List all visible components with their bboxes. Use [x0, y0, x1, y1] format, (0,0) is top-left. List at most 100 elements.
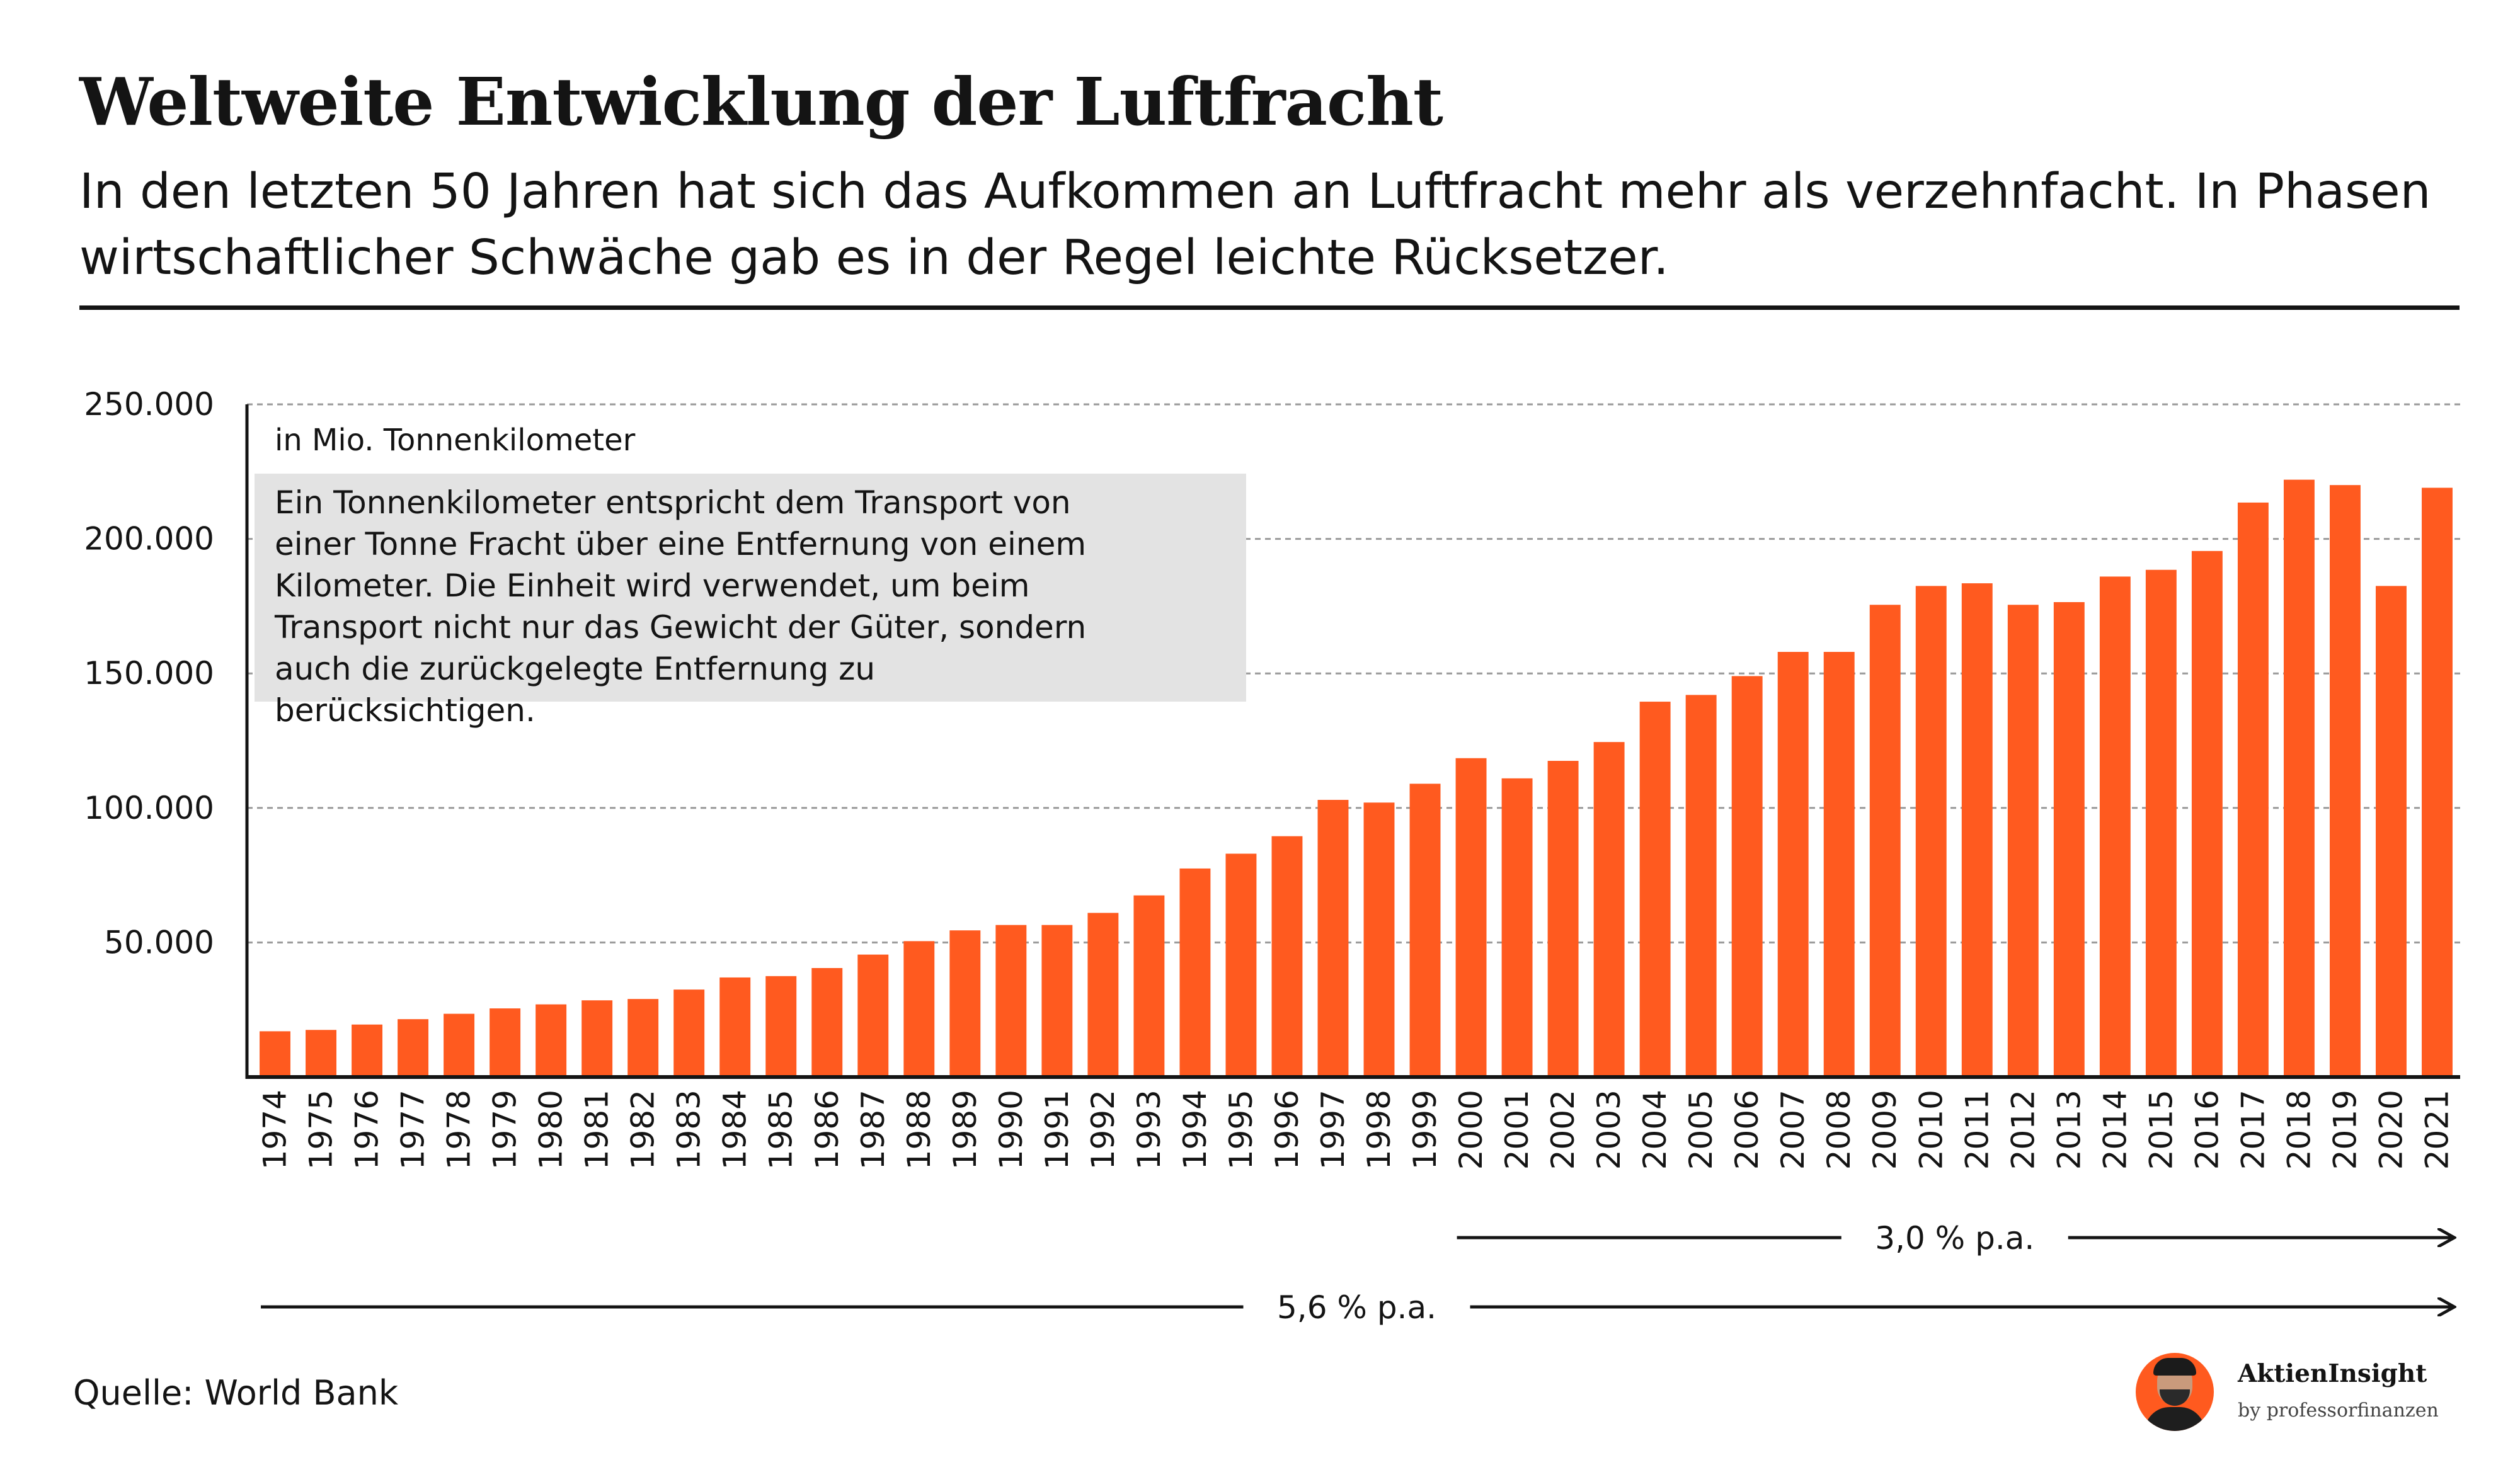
x-tick-label: 2014 [2097, 1090, 2133, 1170]
x-tick-label: 1990 [993, 1090, 1029, 1170]
x-tick-label: 2013 [2051, 1090, 2087, 1170]
x-tick-label: 2020 [2373, 1090, 2409, 1170]
bar [719, 977, 751, 1077]
x-tick-label: 2019 [2327, 1090, 2363, 1170]
bar [1639, 702, 1671, 1077]
x-tick-label: 2018 [2281, 1090, 2317, 1170]
bars [260, 479, 2453, 1077]
bar [1685, 695, 1717, 1077]
bar [2329, 485, 2361, 1077]
x-tick-label: 2005 [1683, 1090, 1719, 1170]
x-tick-label: 1991 [1039, 1090, 1075, 1170]
bar [2053, 601, 2085, 1077]
x-axis-ticks: 1974 1975 1976 1977 1978 1979 1980 1981 1982 1983… [257, 1090, 2456, 1170]
x-tick-label: 1995 [1223, 1090, 1259, 1170]
x-tick-label: 1976 [349, 1090, 386, 1170]
source-label: Quelle: World Bank [73, 1373, 399, 1413]
bar [1133, 895, 1165, 1077]
bar [1225, 853, 1257, 1077]
bar [2237, 502, 2269, 1077]
brand-logo: AktienInsight by professorfinanzen [2136, 1348, 2495, 1436]
bar [1455, 758, 1487, 1077]
bar [995, 925, 1027, 1077]
y-tick-label: 50.000 [104, 924, 214, 960]
bar [1731, 676, 1763, 1077]
y-tick-label: 150.000 [84, 655, 214, 692]
bar [1041, 925, 1073, 1077]
growth-annotations: 3,0 % p.a. 5,6 % p.a. [261, 1220, 2453, 1326]
bar [1317, 799, 1349, 1077]
x-tick-label: 2010 [1913, 1090, 1949, 1170]
x-tick-label: 2016 [2189, 1090, 2225, 1170]
x-tick-label: 1982 [625, 1090, 662, 1170]
x-tick-label: 2001 [1499, 1090, 1535, 1170]
avatar-icon [2136, 1353, 2214, 1431]
chart-subtitle: In den letzten 50 Jahren hat sich das Au… [79, 164, 2431, 286]
bar [2191, 550, 2223, 1077]
x-tick-label: 1981 [579, 1090, 616, 1170]
x-tick-label: 1986 [809, 1090, 845, 1170]
x-tick-label: 1993 [1131, 1090, 1167, 1170]
x-tick-label: 2003 [1591, 1090, 1627, 1170]
y-tick-label: 250.000 [84, 386, 214, 423]
note-text: Ein Tonnenkilometer entspricht dem Trans… [274, 484, 1086, 729]
bar [903, 941, 935, 1077]
unit-label: in Mio. Tonnenkilometer [275, 423, 636, 458]
bar [1915, 586, 1947, 1077]
y-axis-ticks: 50.000 100.000 150.000 200.000 250.000 [84, 386, 214, 960]
bar [1409, 784, 1441, 1077]
x-tick-label: 1998 [1361, 1090, 1397, 1170]
growth-label: 5,6 % p.a. [1277, 1289, 1436, 1326]
bar [1087, 913, 1119, 1077]
brand-name: AktienInsight [2238, 1359, 2427, 1388]
chart-title: Weltweite Entwicklung der Luftfracht [79, 63, 1443, 140]
x-tick-label: 2008 [1821, 1090, 1857, 1170]
x-tick-label: 1980 [533, 1090, 570, 1170]
bar [2145, 569, 2177, 1077]
bar [581, 1000, 613, 1077]
growth-label: 3,0 % p.a. [1875, 1220, 2034, 1257]
bar [352, 1024, 383, 1077]
x-tick-label: 2015 [2143, 1090, 2179, 1170]
bar [2422, 487, 2453, 1077]
y-tick-label: 100.000 [84, 790, 214, 826]
x-tick-label: 2002 [1545, 1090, 1581, 1170]
x-tick-label: 1977 [395, 1090, 432, 1170]
x-tick-label: 2009 [1867, 1090, 1903, 1170]
x-tick-label: 1975 [303, 1090, 340, 1170]
x-tick-label: 1989 [947, 1090, 983, 1170]
x-tick-label: 1996 [1269, 1090, 1305, 1170]
x-tick-label: 1994 [1177, 1090, 1213, 1170]
header-divider [79, 305, 2460, 310]
brand-by: by professorfinanzen [2238, 1399, 2439, 1422]
x-tick-label: 2011 [1959, 1090, 1995, 1170]
x-tick-label: 1974 [257, 1090, 294, 1170]
bar [811, 967, 843, 1077]
x-tick-label: 1988 [901, 1090, 937, 1170]
bar [2376, 586, 2407, 1077]
bar [2283, 479, 2315, 1077]
x-tick-label: 2007 [1775, 1090, 1811, 1170]
bar [2007, 605, 2039, 1077]
x-tick-label: 1999 [1407, 1090, 1443, 1170]
x-tick-label: 1992 [1085, 1090, 1121, 1170]
bar [1363, 802, 1395, 1077]
x-tick-label: 1978 [441, 1090, 478, 1170]
bar [398, 1019, 429, 1077]
x-tick-label: 1984 [717, 1090, 753, 1170]
bar [1869, 605, 1901, 1077]
x-tick-label: 1987 [855, 1090, 891, 1170]
bar [306, 1030, 336, 1077]
bar [765, 976, 797, 1077]
x-tick-label: 1979 [487, 1090, 524, 1170]
x-tick-label: 2017 [2235, 1090, 2271, 1170]
x-tick-label: 1985 [763, 1090, 799, 1170]
bar [1593, 742, 1625, 1077]
bar [1777, 652, 1809, 1077]
bar [2099, 576, 2131, 1077]
bar [857, 954, 889, 1077]
bar [627, 999, 659, 1077]
x-tick-label: 2006 [1729, 1090, 1765, 1170]
bar [536, 1004, 567, 1077]
